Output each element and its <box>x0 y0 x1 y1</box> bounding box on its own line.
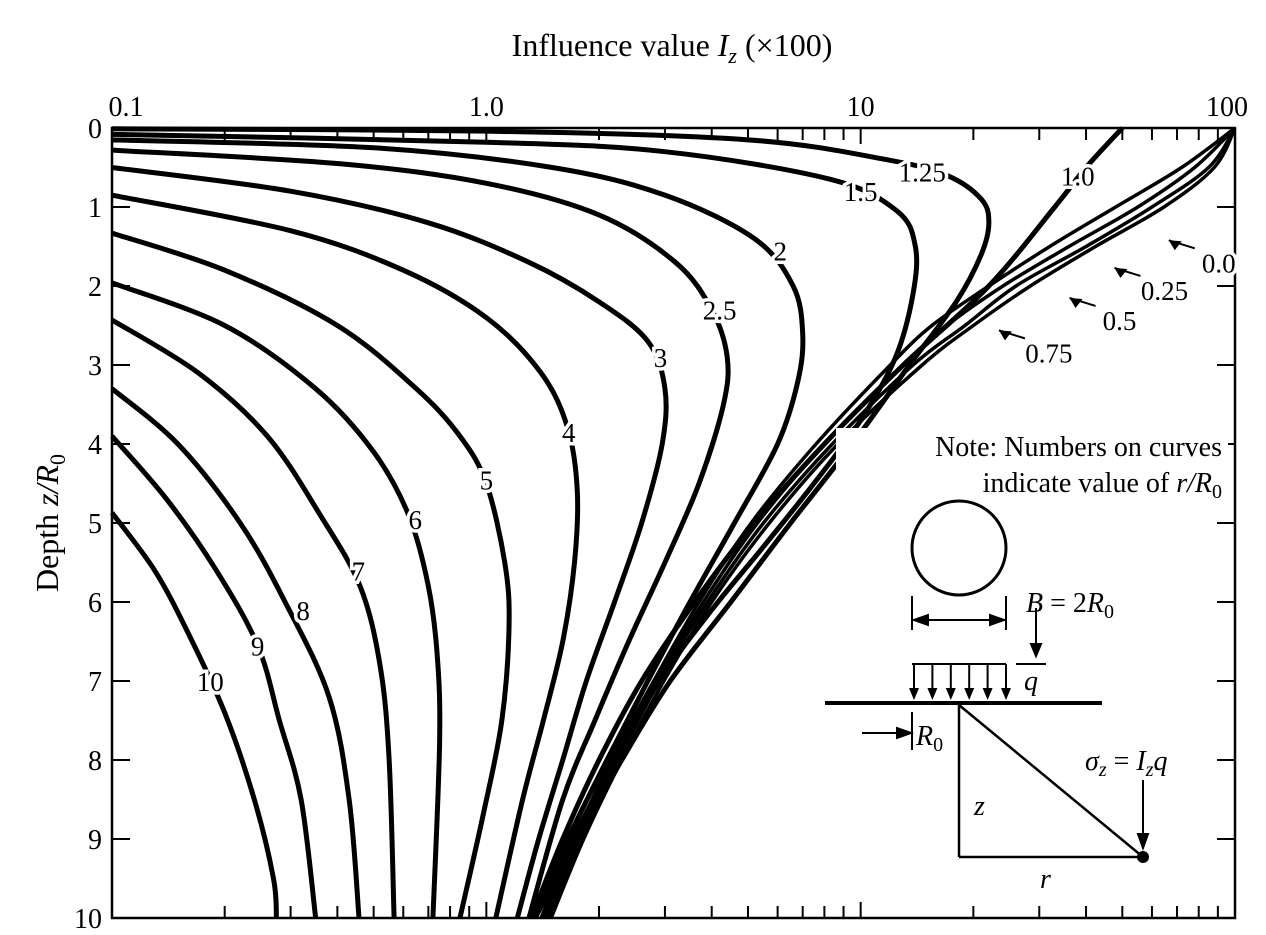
curve-r-1-5 <box>111 131 920 920</box>
r0-dimension <box>862 712 914 750</box>
geometry-triangle <box>957 704 1144 859</box>
point-of-interest <box>1137 851 1149 863</box>
curves <box>109 126 1237 920</box>
y-tick-label: 4 <box>88 430 102 461</box>
curve-label: 9 <box>251 631 265 661</box>
curve-r-7 <box>110 317 397 919</box>
curve-label: 0.5 <box>1103 306 1137 336</box>
load-arrowhead <box>945 688 956 700</box>
curve-r-10 <box>109 511 279 919</box>
curve-label: 0.0 <box>1202 248 1236 278</box>
load-arrows <box>912 608 1046 665</box>
b-dimension <box>911 596 1007 630</box>
y-tick-label: 5 <box>88 509 102 540</box>
curve-r-9 <box>110 434 319 919</box>
curve-labels: 10 9 8 7 6 5 4 3 2.5 2 1.5 1.25 1.0 0.75 0.50.25 0.0 <box>193 154 1239 701</box>
axis-ticks: 0.1 1.0 10 100 0 1 2 3 4 5 6 7 8 9 10 <box>74 92 1248 935</box>
load-arrowhead <box>964 688 975 700</box>
load-arrowhead <box>1001 688 1011 700</box>
curve-label: 6 <box>409 505 423 535</box>
label-arrowhead <box>998 330 1012 341</box>
y-tick-label: 3 <box>88 351 102 382</box>
load-arrowhead <box>909 688 919 700</box>
y-tick-label: 1 <box>88 193 102 224</box>
r-label: r <box>1040 864 1051 895</box>
curve-label: 1.0 <box>1061 161 1095 191</box>
load-arrowhead <box>982 688 993 700</box>
curve-label: 8 <box>296 596 310 626</box>
curve-label: 7 <box>352 556 366 586</box>
curve-r-3 <box>111 165 669 919</box>
curve-label: 0.25 <box>1141 276 1188 306</box>
sigma-arrow <box>1136 780 1150 851</box>
curve-r-6 <box>111 280 443 919</box>
curve-label: 2.5 <box>703 296 737 326</box>
curve-label: 0.75 <box>1025 338 1072 368</box>
note-line-2: indicate value of r/R0 <box>983 468 1222 503</box>
label-arrowhead <box>1114 267 1128 278</box>
y-tick-label: 7 <box>88 667 102 698</box>
curve-r-5 <box>111 230 512 919</box>
curve-label: 1.25 <box>899 157 946 187</box>
curve-r-0-5 <box>542 126 1237 919</box>
label-arrowhead <box>1168 240 1182 251</box>
curve-r-1-25 <box>111 126 992 920</box>
x-tick-label: 0.1 <box>109 92 144 123</box>
y-tick-label: 6 <box>88 588 102 619</box>
y-tick-label: 8 <box>88 746 102 777</box>
curve-label: 4 <box>562 418 576 448</box>
y-tick-label: 9 <box>88 825 102 856</box>
curve-r-8 <box>110 386 362 919</box>
q-label: q <box>1024 666 1038 697</box>
distributed-load-arrows <box>909 664 1011 700</box>
inset-diagram: Note: Numbers on curves indicate value o… <box>825 428 1228 895</box>
x-tick-label: 1.0 <box>469 92 504 123</box>
x-tick-label: 10 <box>847 92 875 123</box>
note-line-1: Note: Numbers on curves <box>935 432 1222 463</box>
y-tick-label: 10 <box>74 904 102 935</box>
z-label: z <box>973 791 985 822</box>
curve-r-0-75 <box>539 126 1237 919</box>
r0-label: R0 <box>915 721 943 756</box>
b-label: B = 2R0 <box>1026 588 1114 623</box>
curve-label: 1.5 <box>844 177 878 207</box>
circular-footing <box>910 499 1008 597</box>
x-tick-label: 100 <box>1206 92 1248 123</box>
y-tick-label: 2 <box>88 272 102 303</box>
load-arrowhead <box>927 688 938 700</box>
chart-title: Influence value Iz (×100) <box>512 27 833 68</box>
label-arrowhead <box>1069 297 1083 308</box>
y-axis-label: Depth z/R0 <box>29 454 70 592</box>
curve-r-2 <box>111 137 806 920</box>
curve-label: 5 <box>480 466 494 496</box>
curve-label: 3 <box>654 343 668 373</box>
curve-r-4 <box>111 192 581 919</box>
curve-r-2-5 <box>111 147 731 919</box>
y-tick-label: 0 <box>88 114 102 145</box>
curve-r-1-0 <box>529 126 1125 919</box>
curve-label: 2 <box>774 236 788 266</box>
sigma-label: σz = Izq <box>1085 746 1168 781</box>
curve-label: 10 <box>197 667 224 697</box>
